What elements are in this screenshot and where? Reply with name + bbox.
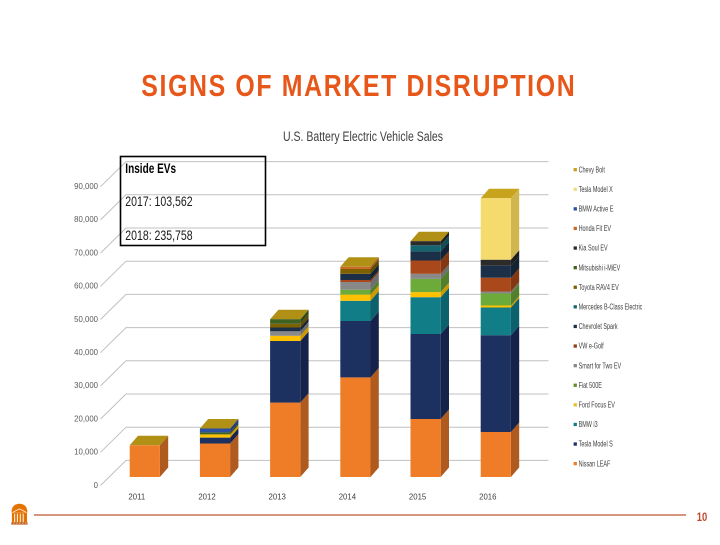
svg-text:Fiat 500E: Fiat 500E <box>579 381 602 390</box>
svg-text:2012: 2012 <box>198 492 215 501</box>
svg-text:Mitsubishi i-MiEV: Mitsubishi i-MiEV <box>579 263 621 272</box>
svg-text:Inside EVs: Inside EVs <box>125 161 176 176</box>
svg-text:50,000: 50,000 <box>74 315 99 324</box>
svg-text:SIGNS OF MARKET DISRUPTION: SIGNS OF MARKET DISRUPTION <box>141 69 576 103</box>
svg-text:20,000: 20,000 <box>74 414 99 423</box>
svg-text:VW e-Golf: VW e-Golf <box>579 342 605 351</box>
svg-text:2017: 103,562: 2017: 103,562 <box>125 194 192 209</box>
svg-text:10,000: 10,000 <box>74 448 99 457</box>
svg-text:Chevy Bolt: Chevy Bolt <box>579 165 606 174</box>
svg-text:Mercedes B-Class Electric: Mercedes B-Class Electric <box>579 303 643 312</box>
svg-text:60,000: 60,000 <box>74 282 99 291</box>
svg-text:2013: 2013 <box>269 492 286 501</box>
svg-text:90,000: 90,000 <box>74 182 99 191</box>
svg-text:0: 0 <box>94 481 99 490</box>
svg-text:Tesla Model X: Tesla Model X <box>579 185 614 194</box>
svg-text:10: 10 <box>697 510 708 524</box>
svg-text:Chevrolet Spark: Chevrolet Spark <box>579 322 619 331</box>
svg-text:2014: 2014 <box>339 492 357 501</box>
svg-text:Toyota RAV4 EV: Toyota RAV4 EV <box>579 283 620 292</box>
svg-text:Kia Soul EV: Kia Soul EV <box>579 244 608 253</box>
svg-text:2011: 2011 <box>128 492 145 501</box>
svg-text:BMW Active E: BMW Active E <box>579 205 614 214</box>
svg-text:2016: 2016 <box>479 492 496 501</box>
svg-text:40,000: 40,000 <box>74 348 99 357</box>
svg-text:Smart for Two EV: Smart for Two EV <box>579 361 622 370</box>
svg-text:Nissan LEAF: Nissan LEAF <box>579 459 611 468</box>
svg-text:80,000: 80,000 <box>74 215 99 224</box>
svg-text:30,000: 30,000 <box>74 381 99 390</box>
svg-text:Honda Fit EV: Honda Fit EV <box>579 224 612 233</box>
svg-text:U.S. Battery Electric Vehicle: U.S. Battery Electric Vehicle Sales <box>283 129 443 144</box>
svg-text:Ford Focus EV: Ford Focus EV <box>579 401 616 410</box>
svg-text:2018: 235,758: 2018: 235,758 <box>125 228 192 243</box>
svg-text:70,000: 70,000 <box>74 248 99 257</box>
svg-text:Tesla Model S: Tesla Model S <box>579 440 613 449</box>
svg-text:2015: 2015 <box>409 492 427 501</box>
svg-text:BMW i3: BMW i3 <box>579 420 598 429</box>
